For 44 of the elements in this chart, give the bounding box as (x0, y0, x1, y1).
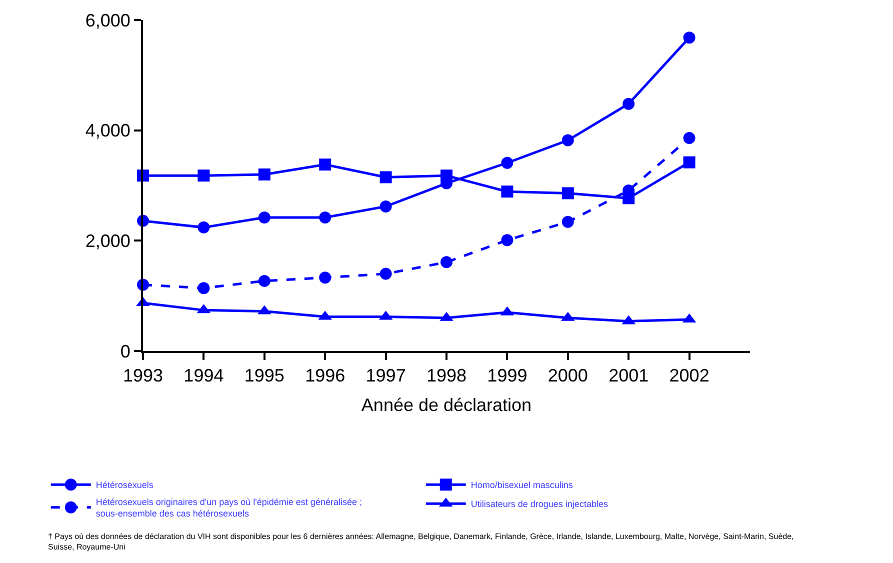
point (258, 212, 270, 224)
point (258, 274, 270, 287)
x-tick-label: 1999 (487, 366, 528, 386)
point (683, 132, 696, 144)
point (319, 158, 332, 171)
point (258, 168, 270, 180)
point (198, 170, 210, 182)
y-tick-label: 4,000 (85, 120, 130, 141)
point (440, 256, 452, 268)
point (319, 272, 332, 284)
x-axis-title: Année de déclaration (361, 395, 532, 416)
point (562, 187, 574, 200)
x-tick-label: 1996 (305, 366, 346, 386)
x-tick-label: 2000 (548, 366, 588, 386)
point (319, 212, 332, 224)
legend-label: Hétérosexuels (96, 480, 154, 490)
x-tick-label: 1998 (426, 366, 467, 386)
point (198, 282, 210, 294)
x-tick-label: 2001 (608, 366, 649, 386)
legend-label: Hétérosexuels originaires d'un pays où l'épidémie est généralisée ; sous-ensemble des cas hétérosexuels (96, 497, 362, 519)
point (380, 200, 392, 212)
x-tick-label: 1993 (122, 366, 164, 386)
point (380, 268, 392, 280)
x-tick-label: 2002 (669, 366, 710, 386)
point (622, 98, 635, 110)
x-tick-label: 1994 (184, 366, 224, 386)
x-tick-label: 1995 (244, 366, 284, 386)
x-tick-label: 1997 (366, 366, 406, 386)
point (683, 32, 696, 44)
y-tick-label: 6,000 (85, 10, 130, 30)
point (501, 156, 514, 169)
y-tick-label: 2,000 (85, 230, 130, 251)
y-tick-label: 0 (120, 341, 130, 362)
point (501, 234, 514, 246)
point (501, 186, 514, 198)
point (198, 221, 210, 234)
point (380, 171, 392, 184)
point (562, 216, 574, 228)
point (440, 170, 452, 182)
text: † Pays où des données de déclaration du VIH sont disponibles pour les 6 dernières années: Allemagne, Belgique, Danemark, Finlande, Grèce, Irlande, Islande, Luxembourg, Malte, Norvège, Saint-Marin, Suède, Suisse, Royaume-Uni (48, 532, 794, 552)
point (562, 134, 574, 146)
legend-label: Utilisateurs de drogues injectables (470, 499, 608, 510)
legend-label: Homo/bisexuel masculins (470, 480, 574, 490)
point (683, 156, 696, 168)
